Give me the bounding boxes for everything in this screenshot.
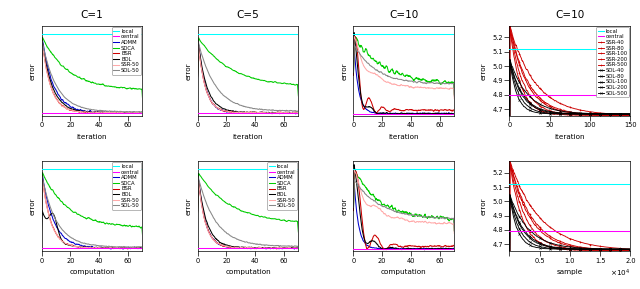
X-axis label: iteration: iteration bbox=[77, 134, 108, 140]
Y-axis label: error: error bbox=[342, 62, 348, 80]
X-axis label: iteration: iteration bbox=[388, 134, 419, 140]
Title: C=1: C=1 bbox=[81, 10, 104, 20]
Text: $\times10^4$: $\times10^4$ bbox=[610, 268, 630, 279]
Legend: local, central, ADMM, SDCA, BSR, BOL, SSR-50, SOL-50: local, central, ADMM, SDCA, BSR, BOL, SS… bbox=[111, 162, 141, 210]
X-axis label: computation: computation bbox=[225, 269, 271, 275]
Legend: local, central, ADMM, SDCA, BSR, BOL, SSR-50, SOL-50: local, central, ADMM, SDCA, BSR, BOL, SS… bbox=[111, 27, 141, 75]
Title: C=5: C=5 bbox=[237, 10, 259, 20]
Y-axis label: error: error bbox=[30, 62, 36, 80]
Y-axis label: error: error bbox=[342, 198, 348, 215]
Y-axis label: error: error bbox=[186, 62, 192, 80]
X-axis label: iteration: iteration bbox=[555, 134, 585, 140]
Title: C=10: C=10 bbox=[389, 10, 419, 20]
Y-axis label: error: error bbox=[186, 198, 192, 215]
Y-axis label: error: error bbox=[481, 62, 487, 80]
X-axis label: sample: sample bbox=[557, 269, 583, 275]
Legend: local, central, ADMM, SDCA, BSR, BOL, SSR-50, SOL-50: local, central, ADMM, SDCA, BSR, BOL, SS… bbox=[268, 162, 298, 210]
Title: C=10: C=10 bbox=[556, 10, 584, 20]
X-axis label: computation: computation bbox=[69, 269, 115, 275]
Y-axis label: error: error bbox=[30, 198, 36, 215]
X-axis label: computation: computation bbox=[381, 269, 427, 275]
Y-axis label: error: error bbox=[481, 198, 487, 215]
Legend: local, central, SSR-40, SSR-80, SSR-100, SSR-200, SSR-500, SOL-40, SOL-80, SOL-1: local, central, SSR-40, SSR-80, SSR-100,… bbox=[596, 27, 629, 97]
X-axis label: iteration: iteration bbox=[233, 134, 263, 140]
